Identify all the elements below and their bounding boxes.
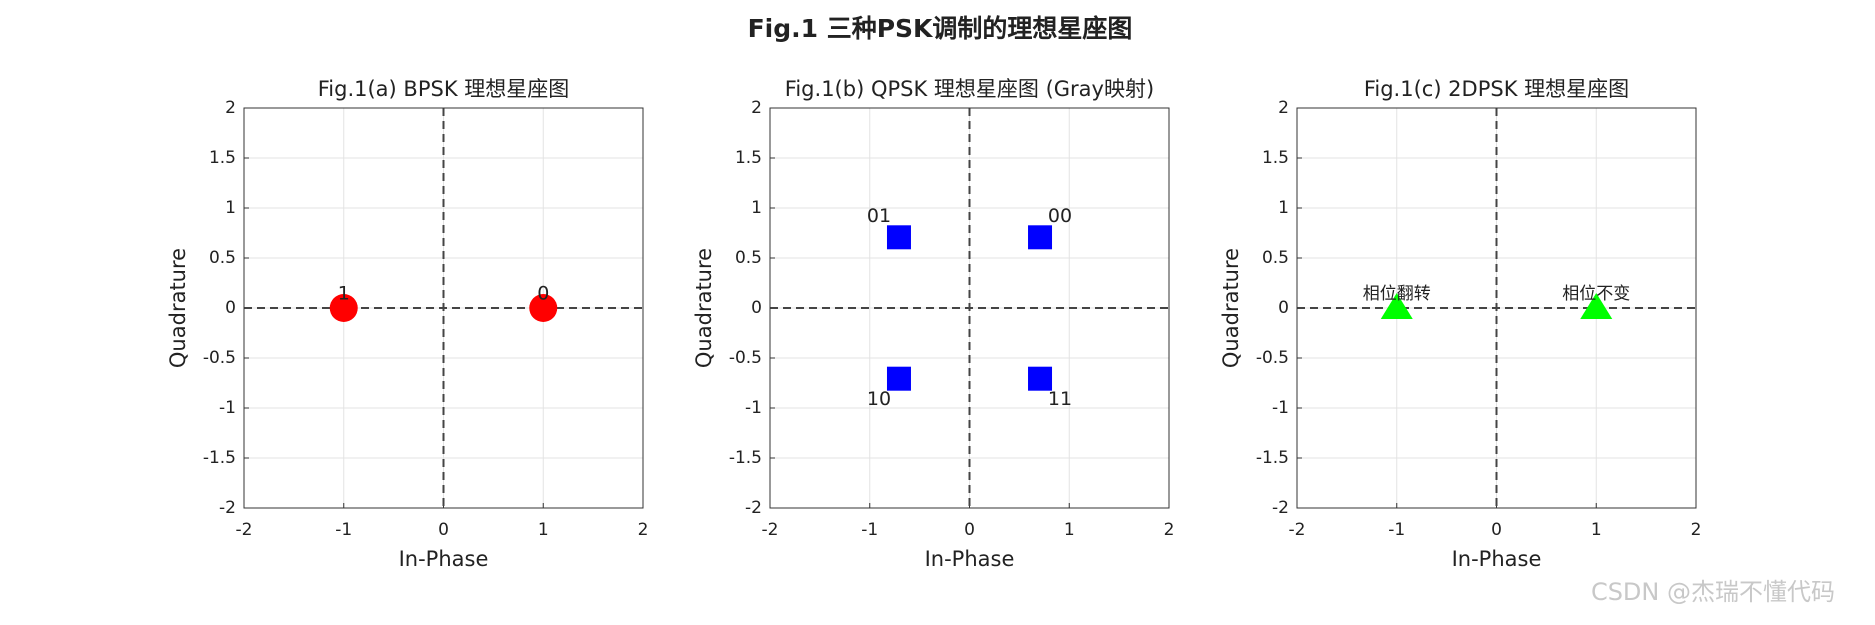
- y-tick-label: -1.5: [203, 448, 236, 468]
- axes-frame: [769, 107, 1170, 509]
- point-label: 10: [867, 388, 891, 410]
- x-tick-label: -1: [335, 520, 352, 540]
- y-tick-label: 1.5: [1262, 148, 1289, 168]
- point: [1580, 293, 1613, 319]
- y-tick-label: 0.5: [735, 248, 762, 268]
- x-tick-label: -1: [861, 520, 878, 540]
- x-tick-label: 0: [438, 520, 449, 540]
- x-tick-label: 2: [1164, 520, 1175, 540]
- y-tick-label: -1: [1272, 398, 1289, 418]
- y-tick-label: -2: [1272, 498, 1289, 518]
- y-tick-label: 0.5: [209, 248, 236, 268]
- y-axis-label: Quadrature: [1219, 248, 1243, 368]
- x-tick-label: -2: [236, 520, 253, 540]
- y-tick-label: 2: [225, 98, 236, 118]
- point-label: 相位翻转: [1363, 284, 1431, 304]
- x-tick-label: 1: [538, 520, 549, 540]
- point: [886, 225, 911, 250]
- axes-frame: [243, 107, 644, 509]
- subplot: -2 -1 0 1 2 -2 -1.5 -1 -0.5 0 0.5 1 1.5 2 1 0 Fig.1(a) B…: [166, 77, 648, 571]
- subplot-title: Fig.1(c) 2DPSK 理想星座图: [1364, 77, 1629, 101]
- y-tick-label: -0.5: [1256, 348, 1289, 368]
- x-tick-label: 0: [1491, 520, 1502, 540]
- point-label: 相位不变: [1562, 284, 1630, 304]
- x-tick-label: 2: [1691, 520, 1702, 540]
- point-label: 00: [1048, 205, 1072, 227]
- point-label: 0: [537, 283, 549, 305]
- x-tick-label: -1: [1388, 520, 1405, 540]
- y-tick-label: -2: [745, 498, 762, 518]
- y-tick-label: 0: [751, 298, 762, 318]
- y-tick-label: 0.5: [1262, 248, 1289, 268]
- x-tick-label: 1: [1064, 520, 1075, 540]
- point: [886, 366, 911, 391]
- x-tick-label: 1: [1591, 520, 1602, 540]
- point: [529, 294, 558, 322]
- x-tick-label: 0: [964, 520, 975, 540]
- subplot-title: Fig.1(b) QPSK 理想星座图 (Gray映射): [785, 77, 1154, 101]
- point-label: 01: [867, 205, 891, 227]
- point-label: 11: [1048, 388, 1072, 410]
- y-tick-label: -0.5: [729, 348, 762, 368]
- y-tick-label: 1: [225, 198, 236, 218]
- x-tick-label: -2: [762, 520, 779, 540]
- y-axis-label: Quadrature: [692, 248, 716, 368]
- x-axis-label: In-Phase: [399, 547, 489, 571]
- x-tick-label: 2: [638, 520, 649, 540]
- y-tick-label: 0: [225, 298, 236, 318]
- x-axis-label: In-Phase: [925, 547, 1015, 571]
- y-tick-label: 1: [1278, 198, 1289, 218]
- point: [1380, 293, 1413, 319]
- y-tick-label: -1: [745, 398, 762, 418]
- subplot: -2 -1 0 1 2 -2 -1.5 -1 -0.5 0 0.5 1 1.5 2 相位翻转 相位不变 Fig.…: [1219, 77, 1701, 571]
- y-tick-label: 2: [1278, 98, 1289, 118]
- y-tick-label: 1.5: [209, 148, 236, 168]
- subplot-title: Fig.1(a) BPSK 理想星座图: [318, 77, 570, 101]
- y-tick-label: -1.5: [729, 448, 762, 468]
- figure-title: Fig.1 三种PSK调制的理想星座图: [748, 14, 1133, 43]
- y-tick-label: -0.5: [203, 348, 236, 368]
- y-tick-label: 2: [751, 98, 762, 118]
- x-tick-label: -2: [1289, 520, 1306, 540]
- point: [1028, 225, 1053, 250]
- y-tick-label: -1.5: [1256, 448, 1289, 468]
- point: [329, 294, 358, 322]
- y-tick-label: -1: [219, 398, 236, 418]
- y-axis-label: Quadrature: [166, 248, 190, 368]
- y-tick-label: 1.5: [735, 148, 762, 168]
- x-axis-label: In-Phase: [1452, 547, 1542, 571]
- watermark: CSDN @杰瑞不懂代码: [1591, 578, 1835, 606]
- y-tick-label: -2: [219, 498, 236, 518]
- point-label: 1: [338, 283, 350, 305]
- y-tick-label: 1: [751, 198, 762, 218]
- axes-frame: [1296, 107, 1697, 509]
- y-tick-label: 0: [1278, 298, 1289, 318]
- point: [1028, 366, 1053, 391]
